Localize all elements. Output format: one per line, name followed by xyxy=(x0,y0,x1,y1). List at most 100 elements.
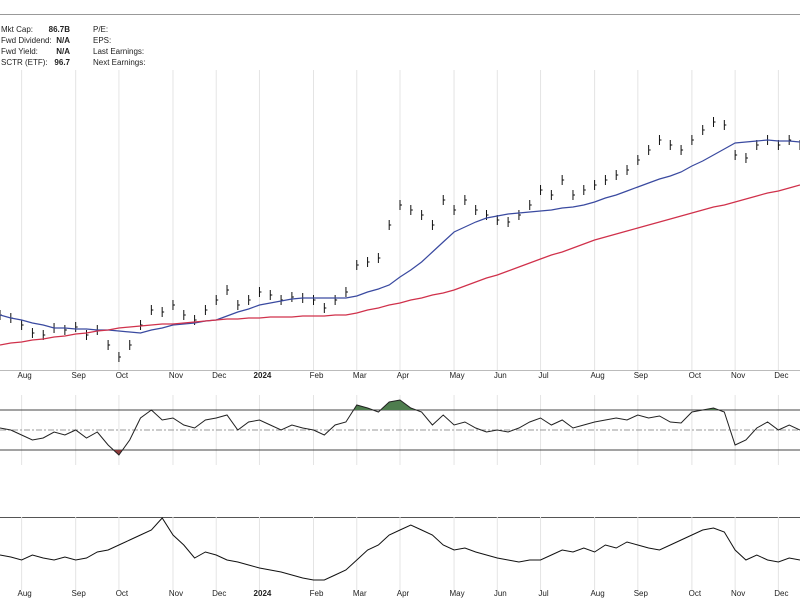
price-bar xyxy=(75,322,78,332)
x-tick-label: Dec xyxy=(774,589,788,598)
price-bar xyxy=(313,295,316,305)
price-bar xyxy=(583,185,586,195)
stat-label: Last Earnings: xyxy=(93,47,144,56)
x-tick-label: Sep xyxy=(72,589,87,598)
moving-average-line xyxy=(0,184,800,346)
price-bar xyxy=(453,205,457,215)
price-bar xyxy=(204,305,208,315)
stat-label: Fwd Yield: xyxy=(1,47,38,56)
x-tick-label: Mar xyxy=(353,589,367,598)
stat-label: Fwd Dividend: xyxy=(1,36,52,45)
price-bar xyxy=(150,305,154,315)
price-bar xyxy=(237,300,240,310)
price-bar xyxy=(594,180,597,190)
stat-value: 86.7B xyxy=(49,25,71,34)
price-bar xyxy=(572,190,575,200)
moving-average-line xyxy=(0,139,800,334)
x-tick-label: Feb xyxy=(310,371,324,380)
price-bar xyxy=(604,175,608,185)
price-bar xyxy=(648,145,651,155)
price-bar xyxy=(367,257,370,267)
price-bar xyxy=(561,175,565,185)
stat-value: N/A xyxy=(56,47,70,56)
x-tick-label: Jun xyxy=(494,371,507,380)
price-bar xyxy=(399,200,402,210)
x-tick-label: Aug xyxy=(590,589,604,598)
price-bar xyxy=(118,352,121,362)
x-tick-label: Nov xyxy=(169,589,183,598)
x-tick-label: Nov xyxy=(731,371,745,380)
price-bar xyxy=(161,307,165,317)
price-bar xyxy=(42,330,46,340)
price-bar xyxy=(475,205,478,215)
x-tick-label: Oct xyxy=(689,589,702,598)
price-bar xyxy=(540,185,543,195)
x-tick-label: Aug xyxy=(18,371,32,380)
price-bar xyxy=(431,220,435,230)
stat-label: SCTR (ETF): xyxy=(1,58,48,67)
x-tick-label: Aug xyxy=(18,589,32,598)
price-bar xyxy=(258,287,262,297)
indicator-line xyxy=(0,517,800,581)
x-tick-label: Apr xyxy=(397,371,410,380)
price-bar xyxy=(345,287,348,297)
price-bar xyxy=(496,215,500,225)
price-bar xyxy=(442,195,446,205)
price-bar xyxy=(334,295,338,305)
stat-label: Mkt Cap: xyxy=(1,25,33,34)
stat-label: Next Earnings: xyxy=(93,58,145,67)
price-bar xyxy=(658,135,662,145)
price-bar xyxy=(388,220,392,230)
price-bar xyxy=(64,325,67,335)
price-bar xyxy=(723,120,727,130)
price-bar xyxy=(713,117,716,127)
x-tick-label: 2024 xyxy=(254,589,272,598)
price-bar xyxy=(421,210,424,220)
price-bar xyxy=(248,295,251,305)
price-bar xyxy=(788,135,792,145)
x-tick-label: Sep xyxy=(72,371,87,380)
price-bar xyxy=(356,260,359,270)
price-bar xyxy=(31,328,35,338)
overbought-fill xyxy=(0,400,800,410)
x-tick-label: Sep xyxy=(634,589,649,598)
price-bar xyxy=(529,200,532,210)
x-tick-label: Sep xyxy=(634,371,649,380)
price-bar xyxy=(140,320,143,330)
price-bar xyxy=(637,155,640,165)
price-bar xyxy=(85,330,89,340)
price-bar xyxy=(107,340,111,350)
x-tick-label: Jul xyxy=(538,371,548,380)
price-bar xyxy=(269,290,273,300)
x-tick-label: Nov xyxy=(169,371,183,380)
x-tick-label: Jul xyxy=(538,589,548,598)
x-tick-label: Nov xyxy=(731,589,745,598)
stat-value: 96.7 xyxy=(54,58,70,67)
x-tick-label: Oct xyxy=(689,371,702,380)
x-tick-label: Feb xyxy=(310,589,324,598)
price-bar xyxy=(323,303,327,313)
x-tick-label: Dec xyxy=(212,371,226,380)
price-bar xyxy=(215,295,219,305)
price-bar xyxy=(518,210,521,220)
price-bar xyxy=(21,320,24,330)
x-tick-label: Jun xyxy=(494,589,507,598)
price-bar xyxy=(734,150,738,160)
price-bar xyxy=(777,140,781,150)
indicator-line xyxy=(0,399,800,456)
price-bar xyxy=(550,190,554,200)
stat-label: P/E: xyxy=(93,25,108,34)
x-tick-label: Aug xyxy=(590,371,604,380)
stat-label: EPS: xyxy=(93,36,111,45)
price-bar xyxy=(377,253,381,263)
price-bar xyxy=(464,195,467,205)
x-tick-label: Dec xyxy=(774,371,788,380)
price-bar xyxy=(280,295,284,305)
price-bar xyxy=(702,125,705,135)
x-tick-label: May xyxy=(449,589,464,598)
x-tick-label: 2024 xyxy=(254,371,272,380)
price-bar xyxy=(172,300,175,310)
price-bar xyxy=(291,292,294,302)
price-bar xyxy=(745,153,748,163)
stat-value: N/A xyxy=(56,36,70,45)
